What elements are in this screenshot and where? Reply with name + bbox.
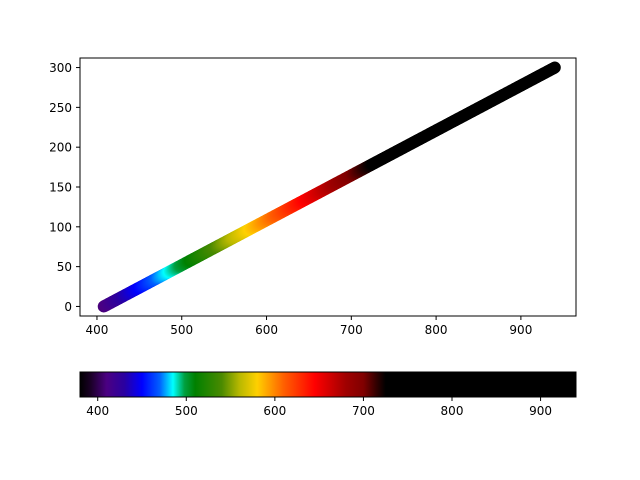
- colorbar-axis: 400 500 600 700 800 900: [86, 397, 552, 418]
- x-tick-label: 800: [425, 323, 448, 337]
- data-point: [548, 61, 561, 74]
- scatter-series: [97, 61, 561, 313]
- colorbar-tick-label: 500: [175, 404, 198, 418]
- colorbar: [80, 372, 576, 397]
- colorbar-tick-label: 700: [352, 404, 375, 418]
- y-tick-label: 50: [57, 260, 72, 274]
- colorbar-tick-label: 900: [529, 404, 552, 418]
- colorbar-tick-label: 600: [263, 404, 286, 418]
- colorbar-frame: [79, 371, 577, 398]
- x-tick-label: 600: [255, 323, 278, 337]
- x-tick-label: 700: [340, 323, 363, 337]
- x-tick-label: 500: [170, 323, 193, 337]
- x-tick-label: 900: [509, 323, 532, 337]
- y-axis: 0 50 100 150 200 250 300: [49, 61, 80, 314]
- y-tick-label: 250: [49, 101, 72, 115]
- y-tick-label: 100: [49, 220, 72, 234]
- colorbar-tick-label: 400: [86, 404, 109, 418]
- y-tick-label: 200: [49, 141, 72, 155]
- y-tick-label: 0: [64, 300, 72, 314]
- y-tick-label: 150: [49, 181, 72, 195]
- x-axis: 400 500 600 700 800 900: [86, 316, 532, 337]
- x-tick-label: 400: [86, 323, 109, 337]
- y-tick-label: 300: [49, 61, 72, 75]
- colorbar-tick-label: 800: [441, 404, 464, 418]
